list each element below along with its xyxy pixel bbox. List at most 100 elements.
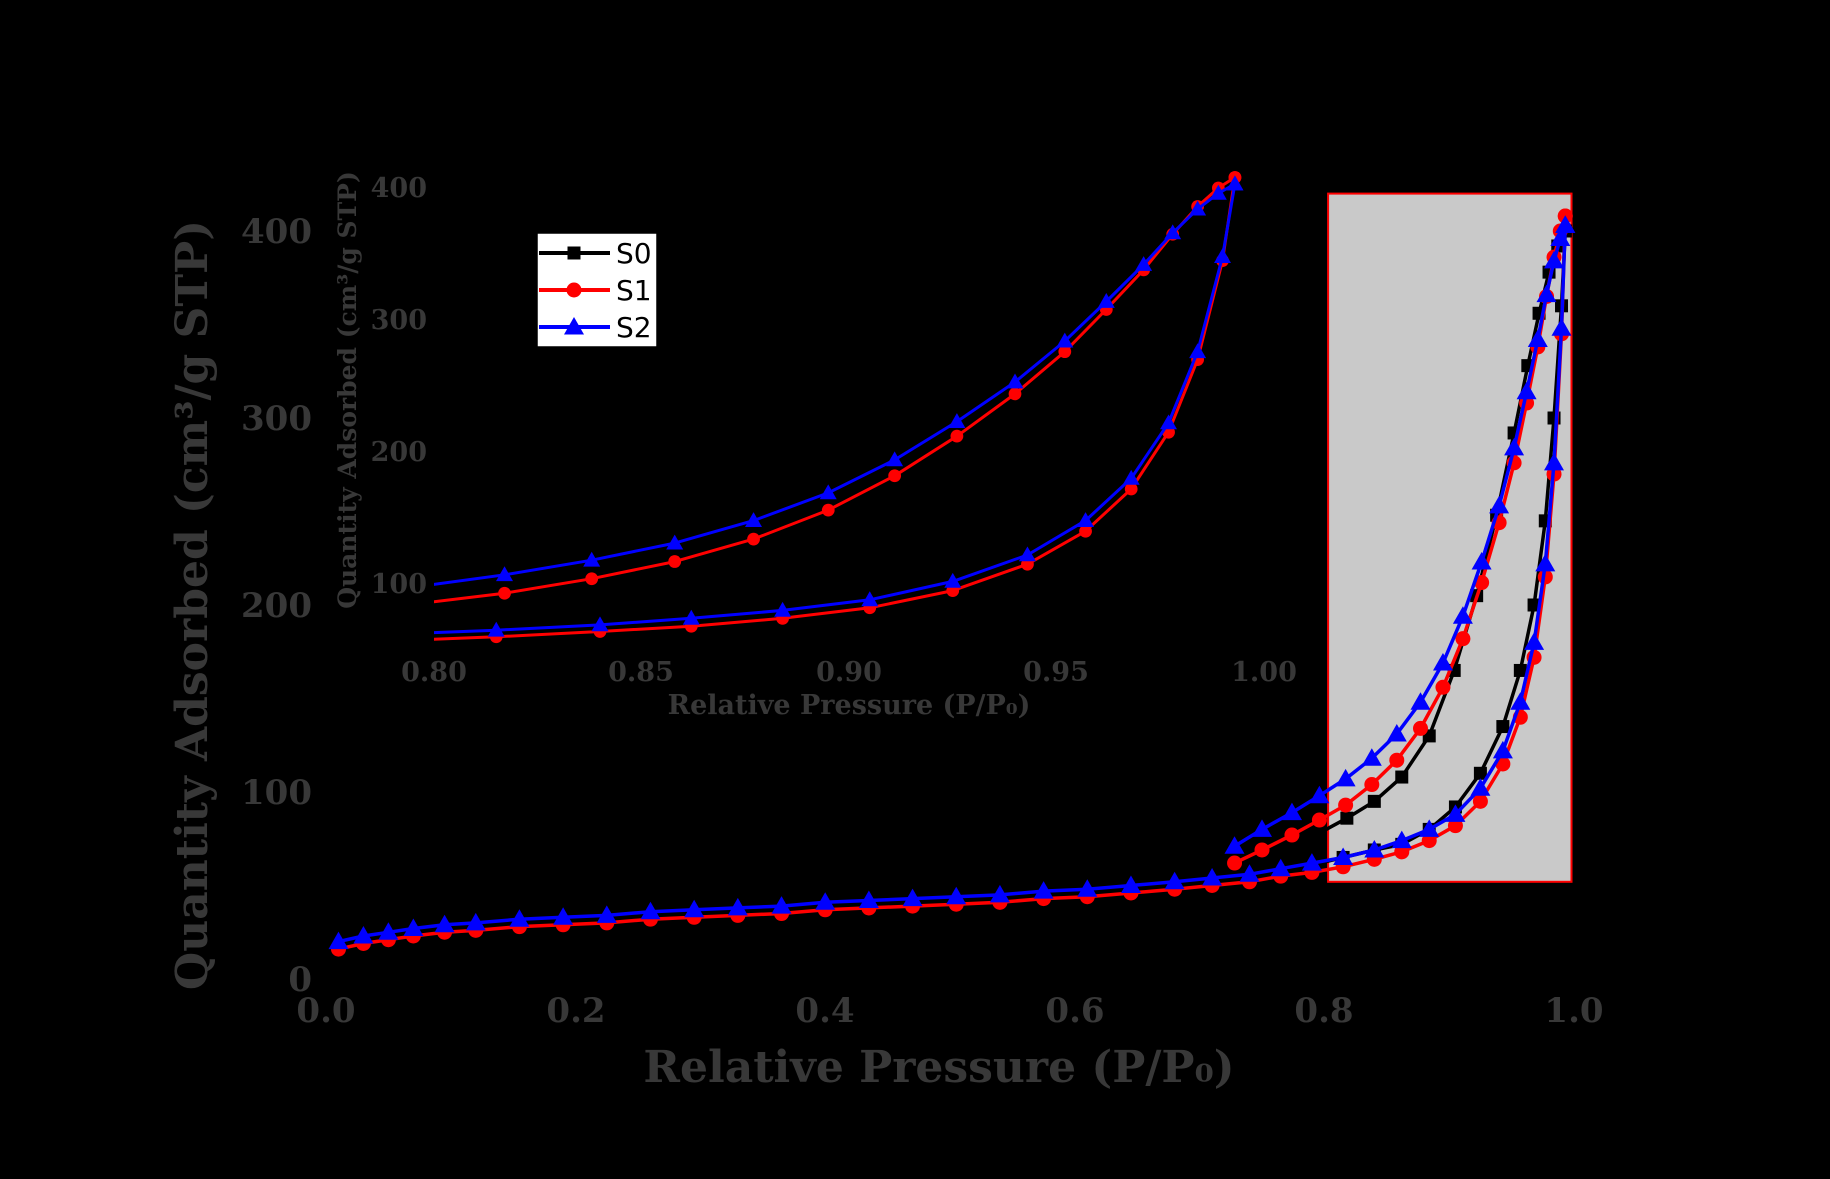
main-y-tick-0: 0 xyxy=(288,960,312,1000)
series-s2-adsorption-marker xyxy=(1202,868,1223,886)
series-s2-adsorption-marker xyxy=(1121,875,1141,893)
series-s0-desorption-marker xyxy=(777,538,789,550)
series-s1-desorption-marker xyxy=(1364,777,1380,793)
series-s2-desorption-marker xyxy=(1504,437,1525,456)
series-s0-adsorption-marker xyxy=(1080,492,1092,504)
main-plot-curves xyxy=(328,208,1576,957)
series-s0-adsorption-line xyxy=(434,186,1237,635)
series-s1-desorption-marker xyxy=(1412,720,1428,736)
series-s0-adsorption-marker xyxy=(1163,387,1175,399)
legend-marker-triangle-icon xyxy=(564,317,584,335)
series-s1-desorption-marker xyxy=(747,532,760,546)
series-s2-desorption-marker xyxy=(819,484,837,500)
series-s2-adsorption-marker xyxy=(771,896,792,914)
series-s0-desorption-marker xyxy=(1104,277,1116,289)
series-s2-desorption-marker xyxy=(948,413,966,428)
series-s2-desorption-marker xyxy=(1410,692,1431,710)
series-s0-adsorption-marker xyxy=(1473,766,1487,780)
series-s0-adsorption-marker xyxy=(1021,532,1033,544)
series-s2-desorption-marker xyxy=(1056,332,1074,348)
series-s1-adsorption-line xyxy=(434,175,1237,641)
series-s0-adsorption-marker xyxy=(1125,446,1137,458)
series-s0-desorption-marker xyxy=(1285,839,1299,853)
series-s2-desorption-marker xyxy=(1252,819,1272,837)
main-x-axis: 0.0 0.2 0.4 0.6 0.8 1.0 Relative Pressur… xyxy=(296,991,1603,1093)
series-s2-desorption-marker xyxy=(1282,802,1302,821)
inset-x-tick-0.80: 0.80 xyxy=(401,657,467,688)
series-s2-adsorption-marker xyxy=(902,888,923,907)
series-s2-adsorption-marker xyxy=(858,890,879,908)
series-s1-desorption-marker xyxy=(1435,679,1451,695)
series-s2-adsorption-marker xyxy=(1214,248,1231,263)
series-s2-desorption-marker xyxy=(1536,284,1557,303)
series-s2-desorption-marker xyxy=(1006,373,1024,389)
series-s2-adsorption-marker xyxy=(1535,553,1556,572)
series-s2-adsorption-marker xyxy=(1419,819,1440,837)
main-y-axis: 0 100 200 300 400 Quantity Adsorbed (cm³… xyxy=(167,212,312,1000)
main-y-tick-400: 400 xyxy=(241,212,312,252)
series-s0-desorption-marker xyxy=(1367,794,1381,808)
series-s1-desorption-marker xyxy=(1008,387,1022,401)
series-s2-adsorption-marker xyxy=(1544,452,1564,471)
series-s0-desorption-marker xyxy=(594,585,606,597)
series-s0-adsorption-marker xyxy=(1192,314,1204,326)
series-s2-adsorption-marker xyxy=(1270,858,1291,877)
series-s2-desorption-marker xyxy=(1097,293,1115,308)
series-s0-adsorption-marker xyxy=(1216,235,1229,247)
series-s2-adsorption-marker xyxy=(1189,343,1207,359)
legend-label-s2: S2 xyxy=(616,311,652,344)
main-y-tick-200: 200 xyxy=(241,586,312,626)
legend-label-s0: S0 xyxy=(616,237,652,270)
series-s2-adsorption-marker xyxy=(1160,414,1177,430)
inset-x-axis-label: Relative Pressure (P/P₀) xyxy=(668,690,1031,721)
series-s2-adsorption-marker xyxy=(1510,692,1531,710)
series-s1-desorption-marker xyxy=(1058,345,1072,359)
series-s2-desorption-marker xyxy=(1550,228,1571,246)
series-s2-desorption-marker xyxy=(1386,724,1407,742)
series-s2-adsorption-marker xyxy=(328,931,349,950)
inset-x-axis: 0.80 0.85 0.90 0.95 1.00 Relative Pressu… xyxy=(401,657,1297,721)
series-s2-adsorption-marker xyxy=(596,905,617,923)
main-x-tick-0.2: 0.2 xyxy=(546,991,605,1031)
inset-x-tick-0.95: 0.95 xyxy=(1023,657,1089,688)
series-s1-adsorption-marker xyxy=(1124,482,1138,496)
series-s2-adsorption-marker xyxy=(1164,871,1185,890)
series-s1-adsorption-marker xyxy=(1472,793,1488,809)
series-s0-desorption-marker xyxy=(503,596,515,609)
series-s2-desorption-marker xyxy=(1361,748,1382,766)
series-s2-adsorption-marker xyxy=(591,616,609,632)
main-x-tick-0.0: 0.0 xyxy=(296,991,355,1031)
series-s2-adsorption-marker xyxy=(434,914,455,933)
series-s1-desorption-marker xyxy=(1389,752,1405,768)
series-s2-adsorption-marker xyxy=(1492,740,1513,759)
series-s1-adsorption-marker xyxy=(1079,524,1092,538)
series-s0-desorption-marker xyxy=(685,567,697,579)
inset-x-tick-0.90: 0.90 xyxy=(816,657,882,688)
series-s2-adsorption-marker xyxy=(1018,546,1036,562)
series-s2-adsorption-marker xyxy=(1470,778,1491,796)
series-s1-desorption-marker xyxy=(1227,855,1243,871)
series-s1-desorption-marker xyxy=(888,469,902,483)
series-s2-adsorption-marker xyxy=(1033,881,1054,899)
series-s2-desorption-marker xyxy=(1433,653,1453,671)
main-y-tick-100: 100 xyxy=(241,773,312,813)
series-s1-desorption-marker xyxy=(585,572,599,586)
series-s2-adsorption-marker xyxy=(378,922,399,940)
series-s2-desorption-marker xyxy=(1164,224,1182,240)
series-s2-desorption-marker xyxy=(1226,175,1244,191)
series-s2-adsorption-marker xyxy=(774,601,792,617)
series-s0-adsorption-marker xyxy=(1513,663,1527,677)
series-s1-desorption-marker xyxy=(1311,812,1327,828)
series-s2-adsorption-marker xyxy=(727,897,748,916)
series-s0-desorption-marker xyxy=(860,492,872,504)
series-s2-adsorption-marker xyxy=(682,609,700,625)
main-series-s2 xyxy=(328,215,1576,950)
series-s2-adsorption-marker xyxy=(946,886,967,905)
main-x-tick-0.8: 0.8 xyxy=(1294,991,1353,1031)
series-s0-desorption-marker xyxy=(1059,325,1071,337)
series-s0-adsorption-marker xyxy=(947,565,959,577)
series-s2-desorption-marker xyxy=(1209,184,1227,200)
series-s2-adsorption-marker xyxy=(1239,864,1260,882)
series-s1-desorption-marker xyxy=(1455,631,1471,647)
